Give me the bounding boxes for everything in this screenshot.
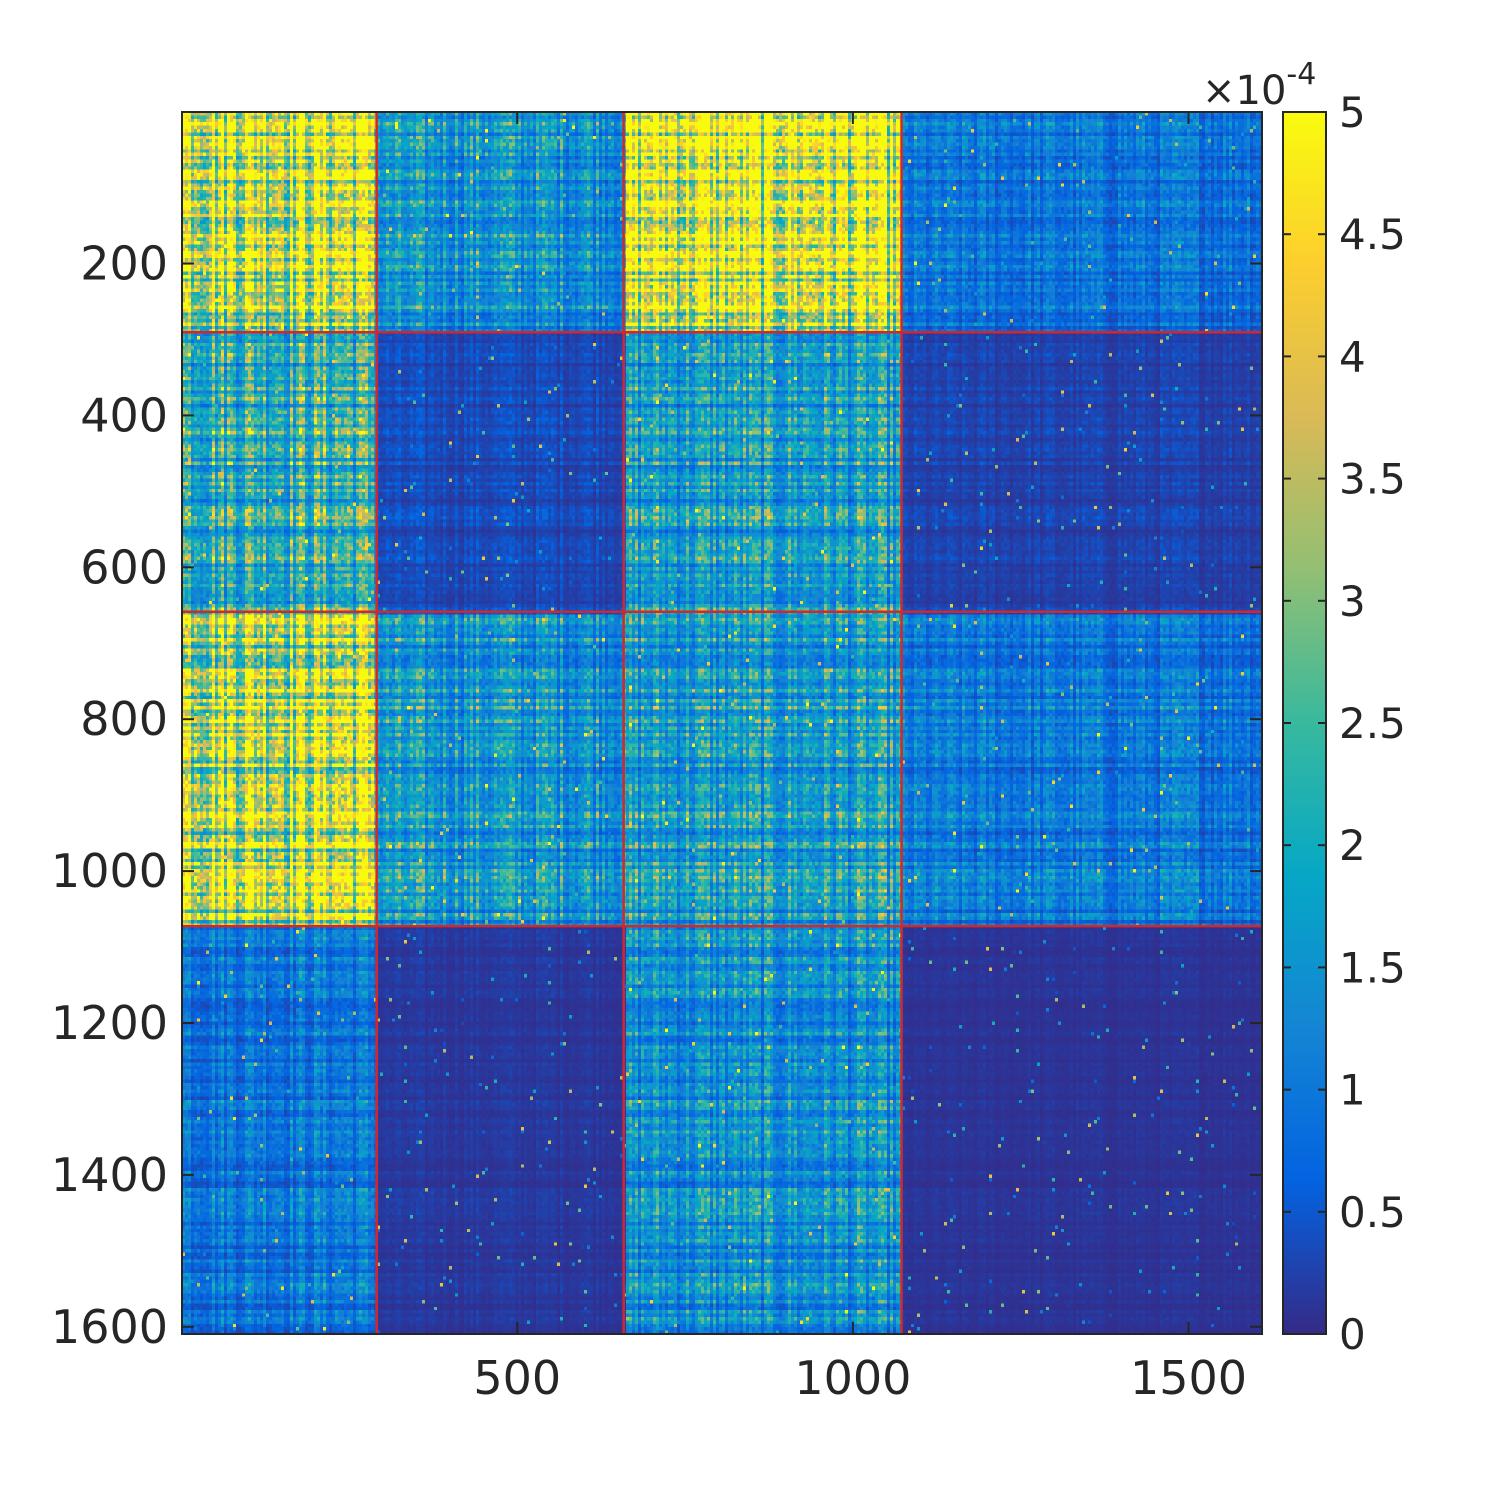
colorbar-tick-label: 1 xyxy=(1339,1066,1366,1115)
y-tick-label: 400 xyxy=(80,388,168,442)
colorbar-tick-label: 1.5 xyxy=(1339,943,1406,992)
heatmap-plot-area xyxy=(182,112,1262,1334)
y-tick-label: 1000 xyxy=(51,844,168,898)
y-tick-label: 200 xyxy=(80,237,168,291)
colorbar-tick-label: 3 xyxy=(1339,577,1366,626)
y-tick-label: 800 xyxy=(80,692,168,746)
colorbar-exponent: ×10-4 xyxy=(1202,57,1316,114)
x-tick-label: 500 xyxy=(473,1351,561,1405)
heatmap-image xyxy=(182,112,1262,1334)
y-tick-label: 1400 xyxy=(51,1148,168,1202)
colorbar: 0 0.5 1 1.5 2 2.5 3 3.5 4 4.5 5 ×10-4 xyxy=(1202,57,1406,1359)
colorbar-tick-label: 4.5 xyxy=(1339,210,1406,259)
x-axis: 500 1000 1500 xyxy=(473,112,1247,1405)
y-tick-label: 600 xyxy=(80,540,168,594)
colorbar-tick-label: 0 xyxy=(1339,1310,1366,1359)
colorbar-tick-label: 2.5 xyxy=(1339,699,1406,748)
colorbar-tick-label: 4 xyxy=(1339,332,1366,381)
colorbar-tick-label: 0.5 xyxy=(1339,1188,1406,1237)
x-tick-label: 1000 xyxy=(794,1351,911,1405)
block-boundaries xyxy=(182,112,1262,1334)
axes-frame xyxy=(181,111,1263,1335)
y-tick-label: 1600 xyxy=(51,1300,168,1354)
x-tick-label: 1500 xyxy=(1130,1351,1247,1405)
colorbar-tick-label: 3.5 xyxy=(1339,455,1406,504)
y-axis: 200 400 600 800 1000 1200 1400 1600 xyxy=(51,237,1262,1354)
colorbar-tick-label: 5 xyxy=(1339,88,1366,137)
colorbar-ticks: 0 0.5 1 1.5 2 2.5 3 3.5 4 4.5 5 xyxy=(1283,88,1406,1359)
colorbar-tick-label: 2 xyxy=(1339,821,1366,870)
y-tick-label: 1200 xyxy=(51,996,168,1050)
